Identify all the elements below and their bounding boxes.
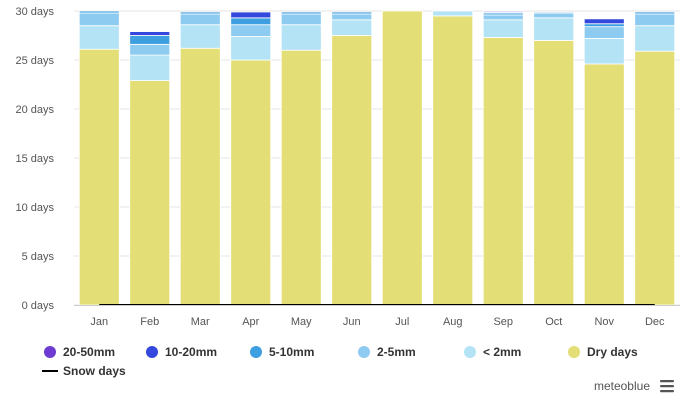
x-tick-label-oct: Oct: [545, 316, 562, 328]
bar-aug--2mm[interactable]: [432, 10, 474, 17]
x-tick-label-mar: Mar: [191, 316, 210, 328]
y-tick-label: 25 days: [15, 55, 54, 67]
bar-may-5-10mm[interactable]: [280, 11, 322, 15]
bar-nov-10-20mm[interactable]: [583, 18, 625, 25]
bar-may--2mm[interactable]: [280, 24, 322, 51]
legend-marker-icon: [250, 346, 262, 358]
x-tick-label-feb: Feb: [140, 316, 159, 328]
bar-sep-20-50mm[interactable]: [482, 10, 524, 13]
y-tick-label: 30 days: [15, 6, 54, 18]
bar-nov--2mm[interactable]: [583, 38, 625, 65]
x-tick-label-jun: Jun: [343, 316, 361, 328]
x-tick-label-jan: Jan: [90, 316, 108, 328]
x-tick-label-may: May: [291, 316, 312, 328]
bar-feb-5-10mm[interactable]: [129, 35, 171, 45]
legend-item-5-10mm[interactable]: 5-10mm: [250, 345, 314, 359]
bar-dec-2-5mm[interactable]: [634, 13, 676, 27]
x-tick-label-dec: Dec: [645, 316, 665, 328]
y-tick-label: 15 days: [15, 153, 54, 165]
legend-marker-icon: [358, 346, 370, 358]
legend: 20-50mm 10-20mm 5-10mm 2-5mm < 2mm Dry days Sn…: [42, 345, 638, 378]
legend-label: Dry days: [587, 345, 638, 359]
bar-may-2-5mm[interactable]: [280, 13, 322, 26]
legend-item-10-20mm[interactable]: 10-20mm: [146, 345, 217, 359]
x-tick-label-aug: Aug: [443, 316, 463, 328]
bar-apr-2-5mm[interactable]: [230, 24, 272, 37]
bar-jun-5-10mm[interactable]: [331, 11, 373, 15]
legend-item-2mm[interactable]: < 2mm: [464, 345, 521, 359]
bar-mar-5-10mm[interactable]: [179, 11, 221, 15]
meteoblue-brand-label[interactable]: meteoblue: [594, 379, 650, 393]
legend-label: < 2mm: [483, 345, 521, 359]
bar-oct-2-5mm[interactable]: [533, 12, 575, 19]
bar-apr--2mm[interactable]: [230, 36, 272, 61]
bar-sep-2-5mm[interactable]: [482, 14, 524, 21]
bar-mar-dry-days[interactable]: [179, 47, 221, 306]
legend-label: 5-10mm: [269, 345, 314, 359]
y-tick-label: 10 days: [15, 202, 54, 214]
bar-nov-2-5mm[interactable]: [583, 26, 625, 39]
bars-layer: [78, 10, 676, 306]
legend-item-dry-days[interactable]: Dry days: [568, 345, 638, 359]
bar-nov-5-10mm[interactable]: [583, 23, 625, 28]
bar-jan-5-10mm[interactable]: [78, 10, 120, 14]
legend-marker-icon: [146, 346, 158, 358]
legend-marker-icon: [464, 346, 476, 358]
bar-jun-dry-days[interactable]: [331, 35, 373, 306]
legend-item-snow-days[interactable]: Snow days: [42, 364, 126, 378]
legend-label: 10-20mm: [165, 345, 217, 359]
bar-feb-dry-days[interactable]: [129, 80, 171, 306]
bar-oct--2mm[interactable]: [533, 17, 575, 41]
bar-apr-dry-days[interactable]: [230, 59, 272, 306]
y-tick-label: 5 days: [22, 251, 55, 263]
bar-feb-2-5mm[interactable]: [129, 43, 171, 56]
bar-sep--2mm[interactable]: [482, 19, 524, 38]
legend-item-20-50mm[interactable]: 20-50mm: [44, 345, 115, 359]
bar-mar-2-5mm[interactable]: [179, 13, 221, 26]
x-tick-label-nov: Nov: [594, 316, 614, 328]
x-axis: Jan Feb Mar Apr May Jun Jul Aug Sep Oct Nov Dec: [74, 305, 680, 328]
bar-dec-5-10mm[interactable]: [634, 11, 676, 15]
grid-layer: [74, 10, 680, 306]
bar-sep-dry-days[interactable]: [482, 37, 524, 306]
legend-label: Snow days: [63, 364, 126, 378]
x-tick-label-sep: Sep: [493, 316, 513, 328]
bar-apr-10-20mm[interactable]: [230, 11, 272, 19]
bar-dec--2mm[interactable]: [634, 25, 676, 52]
bar-feb--2mm[interactable]: [129, 54, 171, 81]
bar-oct-5-10mm[interactable]: [533, 11, 575, 14]
legend-item-2-5mm[interactable]: 2-5mm: [358, 345, 416, 359]
bar-nov-dry-days[interactable]: [583, 63, 625, 306]
bar-aug-dry-days[interactable]: [432, 15, 474, 306]
bar-jul-dry-days[interactable]: [381, 10, 423, 306]
bar-jan--2mm[interactable]: [78, 25, 120, 50]
y-tick-label: 0 days: [22, 300, 55, 312]
hamburger-menu-icon[interactable]: [658, 378, 674, 394]
legend-label: 20-50mm: [63, 345, 115, 359]
bar-may-dry-days[interactable]: [280, 49, 322, 306]
bar-jan-dry-days[interactable]: [78, 48, 120, 306]
bar-feb-10-20mm[interactable]: [129, 31, 171, 36]
y-tick-label: 20 days: [15, 104, 54, 116]
legend-label: 2-5mm: [377, 345, 416, 359]
bar-oct-dry-days[interactable]: [533, 40, 575, 306]
bar-mar--2mm[interactable]: [179, 24, 221, 49]
bar-jun-2-5mm[interactable]: [331, 13, 373, 21]
footer: meteoblue: [594, 378, 674, 394]
bar-jan-2-5mm[interactable]: [78, 12, 120, 27]
x-tick-label-jul: Jul: [395, 316, 409, 328]
legend-marker-icon: [44, 346, 56, 358]
bar-jun--2mm[interactable]: [331, 19, 373, 36]
bar-dec-dry-days[interactable]: [634, 50, 676, 306]
legend-marker-icon: [568, 346, 580, 358]
bar-apr-5-10mm[interactable]: [230, 17, 272, 26]
x-tick-label-apr: Apr: [242, 316, 259, 328]
y-axis: 0 days 5 days 10 days 15 days 20 days 25 days…: [15, 6, 54, 312]
